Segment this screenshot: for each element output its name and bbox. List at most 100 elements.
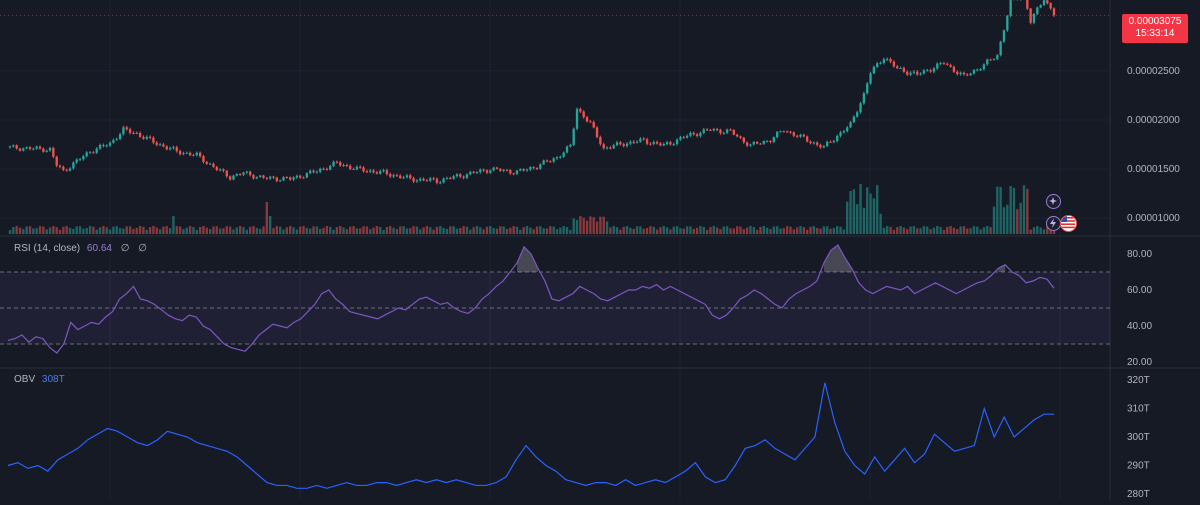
volume-bar	[569, 229, 572, 234]
candle-body	[355, 166, 359, 170]
candle-body	[959, 72, 962, 75]
volume-bar	[996, 186, 999, 234]
volume-bar	[275, 226, 279, 234]
candle-body	[555, 157, 559, 159]
candle-body	[235, 174, 238, 176]
volume-bar	[896, 227, 899, 234]
volume-bar	[345, 229, 349, 234]
volume-bar	[806, 229, 809, 234]
candle-body	[132, 132, 135, 134]
candle-body	[435, 178, 439, 183]
volume-bar	[38, 226, 42, 234]
volume-bar	[232, 229, 235, 234]
volume-bar	[1006, 204, 1009, 234]
candle-body	[692, 132, 695, 135]
volume-bar	[812, 226, 816, 234]
compass-icon[interactable]	[1046, 194, 1061, 209]
obv-legend[interactable]: OBV 308T	[14, 374, 65, 385]
volume-bar	[839, 226, 842, 234]
candle-body	[949, 64, 952, 67]
volume-bar	[1016, 209, 1019, 234]
candle-body	[442, 178, 445, 183]
candle-body	[405, 175, 409, 178]
candle-body	[208, 163, 212, 165]
candle-body	[739, 136, 742, 138]
volume-bar	[282, 229, 285, 234]
candle-body	[862, 93, 866, 104]
volume-bar	[432, 229, 435, 234]
volume-bar	[735, 226, 739, 234]
candle-body	[45, 150, 48, 152]
candle-body	[839, 132, 842, 136]
candle-body	[836, 135, 839, 142]
volume-bar	[655, 229, 659, 234]
candle-body	[122, 127, 125, 135]
candle-body	[268, 176, 272, 179]
candle-body	[889, 59, 892, 62]
rsi-overbought-fill	[998, 264, 1006, 272]
candle-body	[939, 63, 942, 65]
volume-bar	[979, 229, 982, 234]
volume-bar	[779, 228, 782, 234]
rsi-axis-label: 60.00	[1127, 285, 1152, 296]
rsi-legend[interactable]: RSI (14, close) 60.64 ∅ ∅	[14, 243, 147, 254]
volume-bar	[18, 227, 22, 234]
volume-bar	[936, 226, 939, 234]
candle-body	[292, 177, 295, 180]
candle-body	[625, 143, 629, 146]
candle-body	[72, 162, 75, 169]
candle-body	[289, 177, 292, 180]
candle-body	[742, 137, 745, 143]
candle-body	[382, 170, 385, 172]
volume-bar	[65, 226, 68, 234]
candle-body	[745, 142, 749, 146]
rsi-overbought-fill	[837, 245, 845, 272]
volume-bar	[48, 227, 52, 234]
rsi-legend-extra-1: ∅	[120, 243, 130, 254]
volume-bar	[679, 228, 682, 234]
candle-body	[859, 103, 862, 113]
volume-bar	[248, 226, 252, 234]
volume-bar	[392, 227, 395, 234]
candle-body	[665, 142, 669, 145]
us-flag-icon[interactable]	[1060, 215, 1077, 232]
candle-body	[319, 168, 322, 172]
candle-body	[642, 138, 645, 140]
volume-bar	[769, 229, 772, 234]
volume-bar	[279, 226, 282, 234]
candle-body	[359, 166, 362, 168]
volume-bar	[902, 227, 906, 234]
candle-body	[572, 128, 575, 145]
volume-bar	[162, 226, 165, 234]
volume-bar	[559, 227, 562, 234]
volume-bar	[62, 226, 65, 234]
volume-bar	[95, 229, 98, 234]
candle-body	[545, 160, 549, 162]
volume-bar	[355, 228, 359, 234]
volume-bar	[489, 226, 492, 234]
volume-bar	[689, 226, 692, 234]
volume-bar	[402, 226, 405, 234]
candle-body	[248, 171, 252, 175]
candle-body	[15, 145, 18, 149]
volume-bar	[509, 227, 512, 234]
candle-body	[909, 72, 912, 75]
volume-bar	[989, 227, 992, 234]
candle-body	[982, 64, 986, 70]
candle-body	[589, 121, 592, 123]
volume-bar	[992, 206, 996, 234]
candle-body	[175, 147, 178, 152]
volume-bar	[615, 227, 619, 234]
volume-bar	[285, 227, 289, 234]
candle-body	[52, 147, 55, 157]
candle-body	[255, 177, 258, 179]
candle-body	[799, 134, 802, 137]
candle-body	[655, 142, 659, 144]
candle-body	[48, 147, 52, 151]
volume-bar	[549, 226, 552, 234]
volume-bar	[929, 229, 932, 234]
lightning-icon[interactable]	[1046, 216, 1061, 231]
volume-bar	[842, 229, 846, 234]
